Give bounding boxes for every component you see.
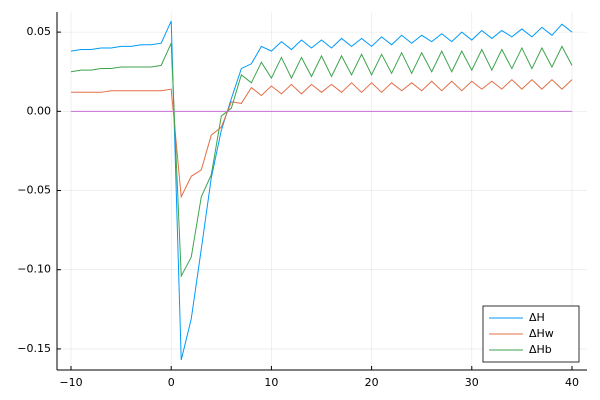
- legend: ΔH ΔHw ΔHb: [482, 305, 580, 363]
- x-tick-label: 20: [365, 376, 379, 389]
- x-tick-label: 10: [264, 376, 278, 389]
- y-tick-label: −0.05: [17, 184, 51, 197]
- y-tick-label: 0.00: [27, 104, 52, 117]
- series-line: [70, 43, 573, 278]
- legend-label: ΔH: [529, 311, 545, 324]
- y-tick-label: −0.15: [17, 342, 51, 355]
- legend-label: ΔHw: [529, 327, 554, 340]
- y-tick-label: 0.05: [27, 25, 52, 38]
- legend-label: ΔHb: [529, 343, 552, 356]
- series-line: [70, 20, 573, 361]
- x-tick-label: 30: [465, 376, 479, 389]
- y-tick-label: −0.10: [17, 263, 51, 276]
- series-line: [71, 78, 573, 199]
- x-tick-label: 0: [168, 376, 175, 389]
- x-tick-label: −10: [59, 376, 82, 389]
- x-tick-label: 40: [565, 376, 579, 389]
